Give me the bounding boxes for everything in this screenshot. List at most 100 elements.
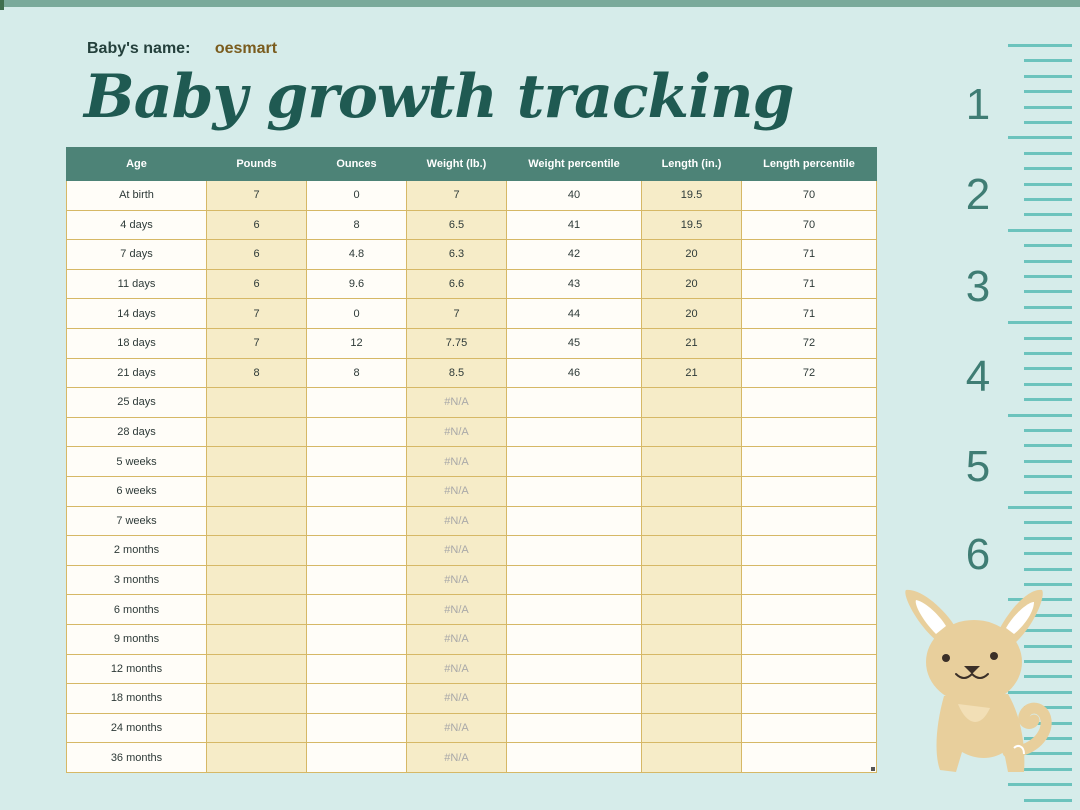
age-cell[interactable]: 7 weeks <box>66 505 207 537</box>
table-cell[interactable]: #N/A <box>406 712 507 744</box>
table-cell[interactable] <box>306 416 407 448</box>
table-cell[interactable] <box>741 475 877 507</box>
table-cell[interactable]: 42 <box>506 239 642 270</box>
table-cell[interactable] <box>641 594 742 625</box>
table-cell[interactable]: 71 <box>741 298 877 329</box>
table-cell[interactable] <box>741 446 877 477</box>
table-resize-handle[interactable] <box>871 767 875 771</box>
table-cell[interactable]: 70 <box>741 180 877 211</box>
table-cell[interactable]: 43 <box>506 268 642 300</box>
table-cell[interactable] <box>641 475 742 507</box>
table-cell[interactable]: 0 <box>306 180 407 211</box>
table-cell[interactable] <box>206 594 307 625</box>
table-cell[interactable]: 71 <box>741 239 877 270</box>
table-cell[interactable] <box>741 416 877 448</box>
table-cell[interactable] <box>206 742 307 773</box>
age-cell[interactable]: 11 days <box>66 268 207 300</box>
table-cell[interactable]: #N/A <box>406 446 507 477</box>
table-cell[interactable] <box>506 475 642 507</box>
table-cell[interactable] <box>641 416 742 448</box>
table-cell[interactable]: 21 <box>641 357 742 389</box>
table-cell[interactable] <box>306 594 407 625</box>
table-cell[interactable]: 19.5 <box>641 209 742 241</box>
table-cell[interactable] <box>206 535 307 566</box>
table-cell[interactable]: 12 <box>306 327 407 359</box>
table-cell[interactable] <box>641 742 742 773</box>
age-cell[interactable]: 24 months <box>66 712 207 744</box>
table-cell[interactable] <box>306 653 407 685</box>
table-cell[interactable] <box>506 623 642 655</box>
age-cell[interactable]: 14 days <box>66 298 207 329</box>
table-cell[interactable] <box>741 683 877 714</box>
table-cell[interactable]: #N/A <box>406 535 507 566</box>
age-cell[interactable]: 9 months <box>66 623 207 655</box>
table-cell[interactable]: 45 <box>506 327 642 359</box>
table-cell[interactable]: #N/A <box>406 623 507 655</box>
table-cell[interactable] <box>641 446 742 477</box>
table-cell[interactable]: 41 <box>506 209 642 241</box>
table-cell[interactable] <box>641 712 742 744</box>
table-cell[interactable]: 20 <box>641 298 742 329</box>
table-cell[interactable]: 72 <box>741 357 877 389</box>
table-cell[interactable]: #N/A <box>406 564 507 596</box>
table-cell[interactable]: 6 <box>206 239 307 270</box>
table-cell[interactable]: 7 <box>406 298 507 329</box>
age-cell[interactable]: 28 days <box>66 416 207 448</box>
table-cell[interactable] <box>206 623 307 655</box>
table-cell[interactable]: 44 <box>506 298 642 329</box>
table-cell[interactable]: 72 <box>741 327 877 359</box>
table-cell[interactable] <box>506 594 642 625</box>
table-cell[interactable] <box>306 505 407 537</box>
table-cell[interactable]: 6.3 <box>406 239 507 270</box>
table-cell[interactable]: #N/A <box>406 416 507 448</box>
table-cell[interactable] <box>741 594 877 625</box>
table-cell[interactable] <box>306 742 407 773</box>
table-cell[interactable] <box>206 653 307 685</box>
table-cell[interactable]: 70 <box>741 209 877 241</box>
table-cell[interactable]: 6.6 <box>406 268 507 300</box>
table-cell[interactable] <box>506 446 642 477</box>
table-cell[interactable] <box>741 505 877 537</box>
table-cell[interactable]: 20 <box>641 239 742 270</box>
table-cell[interactable]: 8 <box>206 357 307 389</box>
table-cell[interactable]: 19.5 <box>641 180 742 211</box>
age-cell[interactable]: 36 months <box>66 742 207 773</box>
age-cell[interactable]: 2 months <box>66 535 207 566</box>
age-cell[interactable]: 7 days <box>66 239 207 270</box>
table-cell[interactable] <box>741 653 877 685</box>
table-cell[interactable] <box>741 712 877 744</box>
table-cell[interactable] <box>641 564 742 596</box>
table-cell[interactable] <box>641 623 742 655</box>
table-cell[interactable]: 40 <box>506 180 642 211</box>
table-cell[interactable]: 8 <box>306 357 407 389</box>
table-cell[interactable] <box>306 683 407 714</box>
table-cell[interactable] <box>741 535 877 566</box>
table-cell[interactable]: 7 <box>206 327 307 359</box>
table-cell[interactable] <box>206 505 307 537</box>
table-cell[interactable]: 7 <box>206 298 307 329</box>
table-cell[interactable] <box>641 653 742 685</box>
table-cell[interactable] <box>741 564 877 596</box>
table-cell[interactable] <box>206 475 307 507</box>
table-cell[interactable] <box>506 683 642 714</box>
table-cell[interactable] <box>641 505 742 537</box>
table-cell[interactable] <box>306 712 407 744</box>
table-cell[interactable]: 7 <box>206 180 307 211</box>
table-cell[interactable]: #N/A <box>406 475 507 507</box>
table-cell[interactable] <box>506 505 642 537</box>
age-cell[interactable]: 18 days <box>66 327 207 359</box>
table-cell[interactable]: #N/A <box>406 505 507 537</box>
table-cell[interactable] <box>741 623 877 655</box>
table-cell[interactable]: 46 <box>506 357 642 389</box>
table-cell[interactable]: 0 <box>306 298 407 329</box>
table-cell[interactable] <box>306 564 407 596</box>
age-cell[interactable]: 18 months <box>66 683 207 714</box>
table-cell[interactable]: 8 <box>306 209 407 241</box>
age-cell[interactable]: 5 weeks <box>66 446 207 477</box>
table-cell[interactable] <box>506 564 642 596</box>
table-cell[interactable]: 7 <box>406 180 507 211</box>
table-cell[interactable]: 21 <box>641 327 742 359</box>
age-cell[interactable]: 3 months <box>66 564 207 596</box>
table-cell[interactable]: 6 <box>206 268 307 300</box>
table-cell[interactable]: 6.5 <box>406 209 507 241</box>
